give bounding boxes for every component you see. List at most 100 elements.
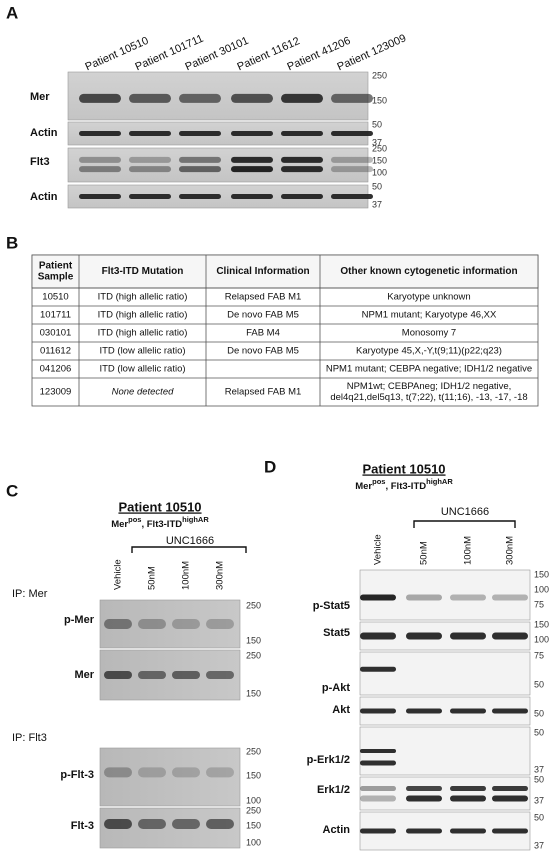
band <box>360 760 396 766</box>
size-marker: 37 <box>372 137 382 147</box>
size-marker: 50 <box>534 679 544 689</box>
superscript: pos <box>372 477 385 486</box>
size-marker: 37 <box>534 840 544 850</box>
band <box>129 194 171 199</box>
panel-letter: B <box>6 233 18 252</box>
size-marker: 150 <box>534 569 549 579</box>
band <box>360 632 396 640</box>
table-cell: Relapsed FAB M1 <box>225 387 302 398</box>
subtitle-part: Mer <box>111 519 128 530</box>
band <box>450 708 486 714</box>
band <box>206 619 234 629</box>
size-marker: 100 <box>534 634 549 644</box>
size-marker: 50 <box>372 181 382 191</box>
bracket <box>131 546 247 553</box>
band <box>450 786 486 792</box>
blot-strip <box>99 747 241 807</box>
subtitle: Merpos, Flt3-ITDhighAR <box>111 515 209 530</box>
band <box>104 767 132 778</box>
band <box>206 767 234 778</box>
row-label: Actin <box>323 824 351 836</box>
band <box>360 708 396 714</box>
bracket <box>413 520 516 528</box>
panel-title: Patient 10510 <box>362 461 445 476</box>
row-label: Actin <box>30 191 58 203</box>
panel-letter: A <box>6 3 18 22</box>
table-cell: del4q21,del5q13, t(7;22), t(11;16), -13,… <box>330 392 527 403</box>
band <box>281 194 323 199</box>
table-cell: ITD (high allelic ratio) <box>98 328 188 339</box>
band <box>129 156 171 163</box>
row-label: p-Flt-3 <box>60 769 94 781</box>
table-cell: NPM1 mutant; CEBPA negative; IDH1/2 nega… <box>326 364 532 375</box>
band <box>492 708 528 714</box>
size-marker: 150 <box>246 770 261 780</box>
superscript: pos <box>128 515 141 524</box>
lane-label: 50nM <box>147 566 158 590</box>
table-cell: ITD (low allelic ratio) <box>99 364 185 375</box>
band <box>360 786 396 792</box>
size-marker: 37 <box>534 795 544 805</box>
row-label: Stat5 <box>323 627 350 639</box>
band <box>104 819 132 829</box>
band <box>450 828 486 834</box>
band <box>360 828 396 834</box>
band <box>331 194 373 199</box>
band <box>79 131 121 136</box>
band <box>129 166 171 173</box>
band <box>360 666 396 672</box>
table-cell: NPM1wt; CEBPAneg; IDH1/2 negative, <box>347 381 512 392</box>
band <box>172 819 200 829</box>
size-marker: 37 <box>372 199 382 209</box>
size-marker: 150 <box>246 820 261 830</box>
band <box>172 767 200 778</box>
size-marker: 150 <box>246 635 261 645</box>
lane-label: 100nM <box>181 561 192 590</box>
band <box>231 194 273 199</box>
table-cell: Relapsed FAB M1 <box>225 292 302 303</box>
lane-label: Vehicle <box>113 559 124 590</box>
band <box>179 93 221 103</box>
band <box>492 786 528 792</box>
band <box>406 786 442 792</box>
band <box>179 166 221 173</box>
band <box>231 156 273 163</box>
size-marker: 100 <box>246 837 261 847</box>
band <box>231 131 273 136</box>
size-marker: 50 <box>372 119 382 129</box>
band <box>450 795 486 802</box>
blot-strip <box>359 776 531 811</box>
band <box>331 131 373 136</box>
subtitle-part: , Flt3-ITD <box>141 519 182 530</box>
size-marker: 50 <box>534 812 544 822</box>
row-label: Flt3 <box>30 156 50 168</box>
row-label: Mer <box>74 669 94 681</box>
size-marker: 150 <box>372 95 387 105</box>
table-header: Flt3-ITD Mutation <box>102 266 184 277</box>
band <box>179 194 221 199</box>
band <box>281 156 323 163</box>
size-marker: 100 <box>372 167 387 177</box>
size-marker: 50 <box>534 708 544 718</box>
band <box>138 767 166 778</box>
size-marker: 250 <box>372 70 387 80</box>
table-cell: De novo FAB M5 <box>227 310 299 321</box>
lane-label: 50nM <box>419 541 430 565</box>
band <box>406 828 442 834</box>
size-marker: 100 <box>534 584 549 594</box>
table-cell: None detected <box>112 387 175 398</box>
lane-label: 300nM <box>505 536 516 565</box>
size-marker: 50 <box>534 774 544 784</box>
table-header: Clinical Information <box>216 266 309 277</box>
size-marker: 150 <box>246 688 261 698</box>
table-cell: ITD (high allelic ratio) <box>98 292 188 303</box>
subtitle-part: Mer <box>355 481 372 492</box>
row-label: Actin <box>30 127 58 139</box>
treatment-label: UNC1666 <box>441 506 489 518</box>
size-marker: 37 <box>534 764 544 774</box>
band <box>492 795 528 802</box>
row-label: Flt-3 <box>71 820 94 832</box>
band <box>79 194 121 199</box>
size-marker: 50 <box>534 727 544 737</box>
band <box>450 632 486 640</box>
